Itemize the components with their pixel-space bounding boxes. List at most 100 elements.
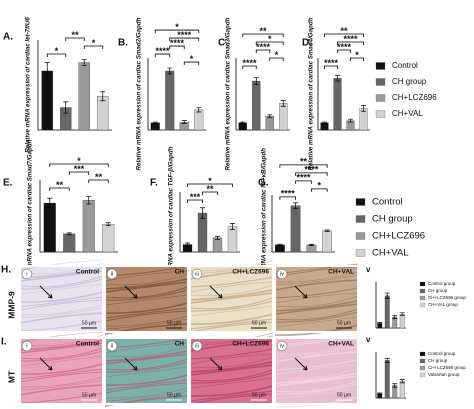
- bar: [274, 244, 285, 253]
- tissue-fiber: [274, 271, 359, 283]
- panel-label: v: [366, 265, 371, 274]
- arrow: [294, 285, 308, 299]
- legend-label: CH+LCZ696: [392, 93, 437, 102]
- significance-bracket: [68, 171, 90, 175]
- tissue-fiber: [189, 364, 274, 376]
- error-bar: [185, 242, 190, 247]
- scale-label: 50 µm: [337, 392, 351, 398]
- tissue-fiber: [274, 372, 359, 384]
- error-bar: [86, 195, 92, 205]
- legend-swatch: [419, 351, 426, 357]
- panel-index: iii: [195, 271, 199, 277]
- significance-label: *: [55, 46, 59, 56]
- error-bar: [200, 207, 205, 219]
- error-bar: [293, 202, 299, 209]
- error-bar: [240, 121, 246, 124]
- significance-bracket: [187, 183, 233, 187]
- tissue-fiber: [104, 350, 189, 362]
- significance-bracket: [337, 49, 351, 53]
- micrograph-frame: [274, 337, 359, 405]
- error-bar: [44, 62, 50, 80]
- bar: [238, 122, 247, 131]
- tissue-fiber: [274, 303, 359, 315]
- significance-label: **: [340, 26, 348, 36]
- tissue-fiber: [189, 393, 274, 405]
- panel-title: CH+VAL: [328, 269, 354, 276]
- tissue-fiber: [104, 353, 189, 365]
- legend-swatch: [419, 372, 426, 378]
- significance-label: *: [317, 181, 321, 191]
- legend-swatch: [355, 232, 366, 240]
- significance-label: ****: [170, 38, 185, 48]
- tissue-fiber: [189, 372, 274, 384]
- significance-bracket: [279, 196, 297, 200]
- tissue-fiber: [189, 292, 274, 304]
- index-badge: [191, 268, 203, 280]
- panel-index: iv: [280, 343, 284, 349]
- legend-label: CH+VAL group: [428, 302, 458, 307]
- significance-bracket: [154, 29, 200, 34]
- significance-bracket: [154, 53, 171, 58]
- panel-title: Control: [76, 341, 99, 348]
- tissue-fiber: [189, 297, 274, 310]
- tissue-fiber: [104, 315, 189, 327]
- error-bar: [335, 74, 340, 82]
- legend-swatch: [355, 215, 366, 223]
- bar: [165, 70, 175, 131]
- panel-title: CH: [175, 341, 185, 348]
- error-bar: [322, 121, 327, 124]
- error-bar: [377, 322, 383, 325]
- legend-swatch: [375, 110, 386, 118]
- tissue-fiber: [189, 313, 274, 325]
- micrograph: [275, 338, 358, 404]
- tissue-fiber: [274, 316, 359, 328]
- panel-title: Control: [76, 269, 99, 276]
- y-axis-label: Relative mRNA expression of cardiac Smad…: [308, 17, 315, 170]
- tissue-fiber: [19, 379, 104, 391]
- legend-swatch: [419, 281, 426, 287]
- index-badge: [106, 340, 118, 352]
- arrow: [124, 285, 138, 299]
- row-label: I.: [1, 337, 7, 348]
- tissue-fiber: [189, 369, 274, 382]
- error-bar: [81, 59, 87, 66]
- tissue-fiber: [19, 355, 104, 367]
- tissue-fiber: [274, 274, 359, 286]
- tissue-fiber: [19, 259, 104, 271]
- panel-index: i: [26, 343, 27, 349]
- tissue-fiber: [19, 291, 104, 303]
- significance-bracket: [279, 164, 328, 168]
- legend-label: CH+VAL: [392, 109, 423, 118]
- significance-label: ****: [256, 42, 271, 52]
- error-bar: [277, 243, 283, 246]
- significance-bracket: [295, 180, 312, 184]
- error-bar: [105, 222, 111, 226]
- significance-bracket: [83, 45, 104, 49]
- bar: [265, 116, 274, 131]
- significance-label: **: [56, 180, 64, 190]
- tissue-fiber: [104, 342, 189, 354]
- tissue-fiber: [104, 318, 189, 330]
- significance-bracket: [169, 37, 200, 42]
- tissue-fiber: [19, 368, 104, 380]
- tissue-fiber: [274, 287, 359, 299]
- micrograph-frame: [189, 265, 274, 333]
- panel-index: i: [26, 271, 27, 277]
- error-bar: [63, 101, 69, 114]
- tissue-fiber: [104, 289, 189, 301]
- legend-swatch: [419, 358, 426, 364]
- tissue-fiber: [274, 364, 359, 376]
- significance-bracket: [350, 57, 364, 61]
- significance-label: ***: [190, 192, 201, 202]
- error-bar: [308, 243, 314, 246]
- error-bar: [100, 91, 106, 102]
- bar: [290, 205, 301, 253]
- error-bar: [267, 114, 273, 119]
- panel-title: CH+LCZ696: [232, 269, 269, 276]
- significance-bracket: [187, 199, 203, 203]
- tissue-fiber: [189, 390, 274, 402]
- bar: [78, 62, 90, 131]
- panel-index: ii: [111, 343, 113, 349]
- tissue-fiber: [19, 270, 104, 282]
- significance-label: ****: [177, 30, 192, 40]
